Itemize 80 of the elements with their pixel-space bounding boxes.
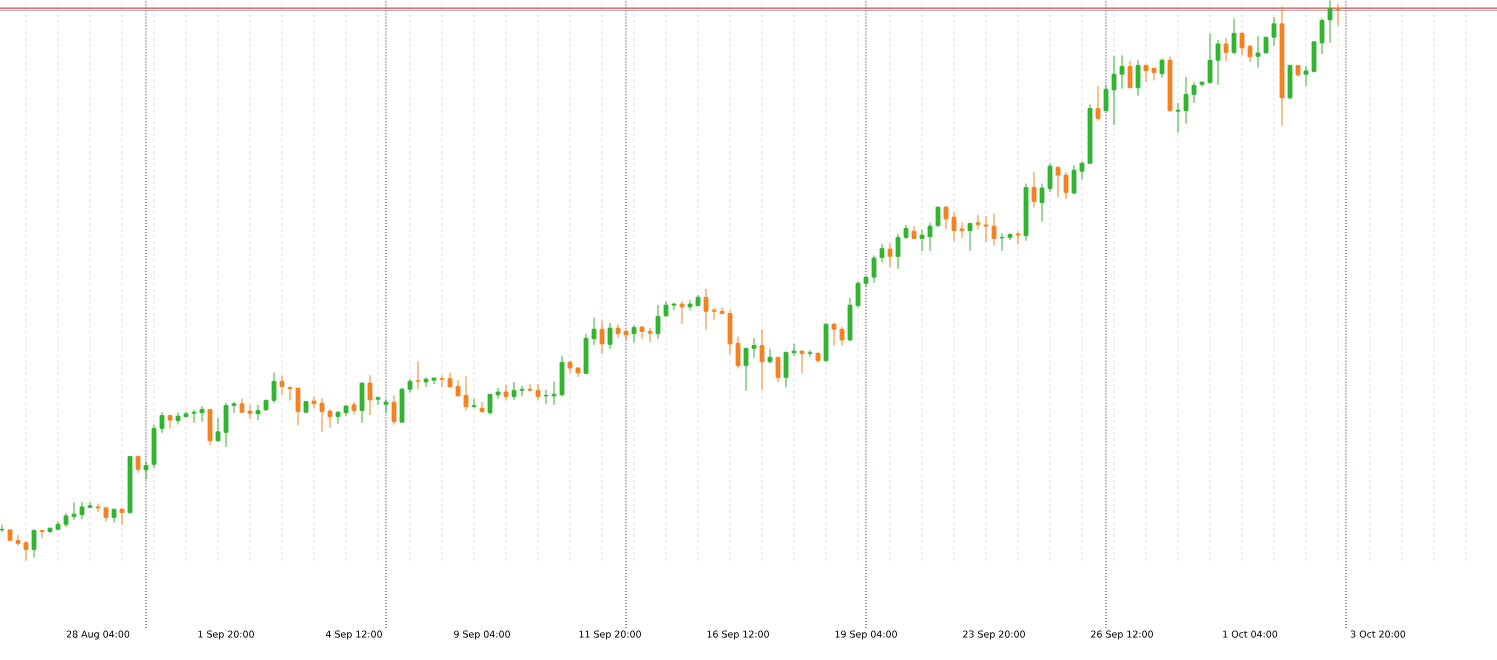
candlestick [567, 360, 573, 374]
candlestick [807, 349, 813, 358]
candlestick [55, 520, 61, 530]
candlestick [575, 366, 581, 378]
candlestick [975, 214, 981, 230]
x-tick-label: 1 Oct 04:00 [1223, 630, 1278, 638]
candlestick [943, 205, 949, 230]
candlestick [383, 399, 389, 414]
candlestick [175, 411, 181, 426]
candlestick [1175, 102, 1181, 134]
candlestick [343, 404, 349, 417]
candlestick [439, 374, 445, 388]
candlestick [543, 389, 549, 405]
candlestick [23, 540, 29, 562]
candlestick [495, 387, 501, 400]
x-tick-label: 26 Sep 12:00 [1091, 630, 1153, 640]
x-tick-label: 4 Sep 12:00 [325, 630, 382, 640]
candlestick [167, 415, 173, 429]
candlestick [647, 327, 653, 343]
candlestick [1015, 230, 1021, 245]
candlestick [1303, 65, 1309, 87]
candlestick [503, 384, 509, 401]
candlestick [367, 374, 373, 416]
candlestick [87, 501, 93, 509]
candlestick [103, 505, 109, 522]
candlestick [863, 275, 869, 288]
candlestick [1327, 0, 1333, 44]
candlestick [751, 337, 757, 359]
candlestick [551, 380, 557, 406]
candlestick [791, 343, 797, 357]
x-tick-label: 1 Sep 20:00 [198, 630, 254, 640]
candlestick [63, 512, 69, 528]
candlestick [1151, 67, 1157, 81]
candlestick [671, 302, 677, 311]
candlestick [1143, 64, 1149, 83]
candlestick [311, 396, 317, 409]
candlestick [687, 299, 693, 311]
candlestick [999, 232, 1005, 252]
candlestick [119, 507, 125, 526]
candlestick [303, 401, 309, 414]
candlestick [1223, 37, 1229, 62]
candlestick [679, 300, 685, 325]
candlestick [183, 411, 189, 418]
candlestick [919, 229, 925, 252]
candlestick [887, 242, 893, 269]
candlestick [1255, 35, 1261, 69]
candlestick [375, 396, 381, 406]
candlestick [1007, 232, 1013, 241]
x-tick-label: 9 Sep 04:00 [454, 630, 510, 640]
x-tick-label: 28 Aug 04:00 [66, 630, 130, 640]
candlestick [799, 350, 805, 375]
candlestick [231, 401, 237, 414]
candlestick [623, 329, 629, 341]
candlestick [263, 398, 269, 411]
candlestick [991, 213, 997, 247]
candlestick [1199, 81, 1205, 88]
candlestick [615, 323, 621, 339]
candlestick [247, 404, 253, 420]
candlestick [255, 404, 261, 421]
x-tick-label: 11 Sep 20:00 [579, 630, 641, 640]
candlestick [143, 461, 149, 480]
candlestick [239, 398, 245, 414]
candlestick [447, 371, 453, 388]
candlestick [415, 360, 421, 390]
candlestick [423, 376, 429, 388]
x-tick-label: 19 Sep 04:00 [835, 630, 897, 640]
candlestick [351, 401, 357, 415]
candlestick [639, 325, 645, 340]
candlestick [15, 534, 21, 547]
candlestick [959, 221, 965, 239]
candlestick [455, 379, 461, 397]
candlestick [111, 508, 117, 524]
x-tick-label: 3 Oct 20:00 [1350, 630, 1406, 638]
x-tick-label: 23 Sep 20:00 [963, 630, 1025, 640]
candlestick [431, 376, 437, 385]
x-tick-label: 16 Sep 12:00 [707, 630, 769, 640]
candlestick [0, 524, 5, 533]
candlestick [327, 408, 333, 429]
candlestick [95, 503, 101, 513]
candlestick [983, 215, 989, 243]
